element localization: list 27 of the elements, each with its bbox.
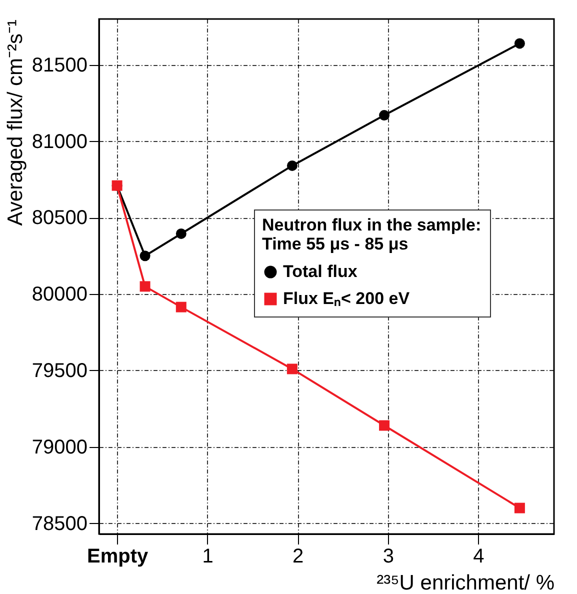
point [286,160,298,171]
point [379,420,390,431]
x-tick-label: 4 [473,546,484,568]
x-tick-label: 2 [292,546,304,568]
point [176,302,186,312]
point [514,38,525,49]
y-tick-label: 81500 [32,54,88,76]
point [176,228,186,239]
y-tick-label: 79000 [32,436,88,458]
point [140,281,150,292]
y-tick-label: 80000 [32,284,88,306]
x-tick-label: Empty [86,546,149,568]
point [379,110,390,121]
legend-title: Neutron flux in the sample: Time 55 μs - 85 μs [262,216,482,254]
y-tick-label: 78500 [32,512,88,535]
x-axis-title: ²³⁵U enrichment/ % [376,572,554,594]
y-axis-title: Averaged flux/ cm⁻²s⁻¹ [4,20,27,226]
y-tick-label: 81000 [32,130,88,153]
legend-label: Total flux [283,262,358,282]
point [286,364,298,374]
x-tick-label: 3 [382,546,394,568]
x-tick-label: 1 [202,546,214,568]
point [514,502,525,514]
y-tick-label: 80500 [32,207,88,230]
y-tick-label: 79500 [32,360,88,382]
legend-label: Flux Eₙ< 200 eV [283,289,410,308]
point [140,250,150,262]
